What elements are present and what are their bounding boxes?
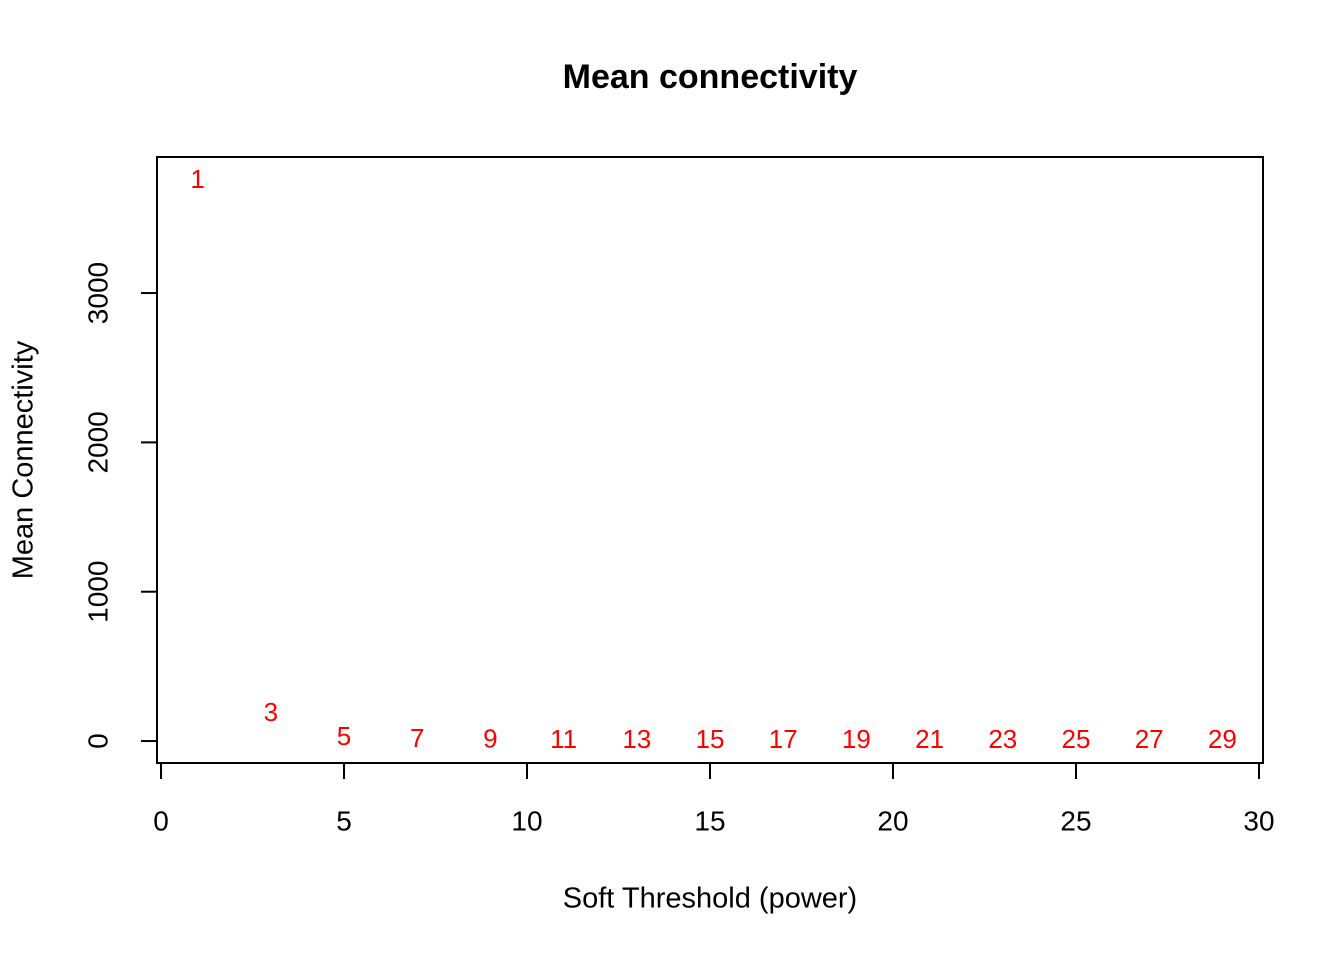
point-label: 1 (190, 164, 204, 194)
y-axis-label: Mean Connectivity (8, 340, 40, 579)
chart-title: Mean connectivity (563, 58, 858, 96)
point-label: 15 (696, 724, 725, 754)
point-label: 27 (1135, 724, 1164, 754)
x-tick-label: 10 (511, 805, 542, 836)
x-tick-label: 15 (694, 805, 725, 836)
y-tick-label: 0 (82, 733, 113, 749)
x-tick-label: 25 (1060, 805, 1091, 836)
point-label: 7 (410, 723, 424, 753)
point-label: 13 (622, 724, 651, 754)
point-label: 21 (915, 724, 944, 754)
point-label: 25 (1062, 724, 1091, 754)
point-label: 5 (337, 721, 351, 751)
x-tick-label: 5 (336, 805, 352, 836)
y-tick-label: 1000 (82, 561, 113, 623)
point-label: 11 (550, 724, 577, 754)
x-tick-label: 30 (1243, 805, 1274, 836)
point-label: 9 (483, 724, 497, 754)
x-tick-label: 0 (153, 805, 169, 836)
point-label: 23 (988, 724, 1017, 754)
x-tick-label: 20 (877, 805, 908, 836)
point-label: 29 (1208, 724, 1237, 754)
plot-frame (156, 156, 1264, 764)
y-tick-label: 2000 (82, 411, 113, 473)
point-label: 17 (769, 724, 798, 754)
point-label: 19 (842, 724, 871, 754)
x-axis-label: Soft Threshold (power) (563, 883, 857, 915)
y-tick-label: 3000 (82, 262, 113, 324)
point-label: 3 (264, 697, 278, 727)
